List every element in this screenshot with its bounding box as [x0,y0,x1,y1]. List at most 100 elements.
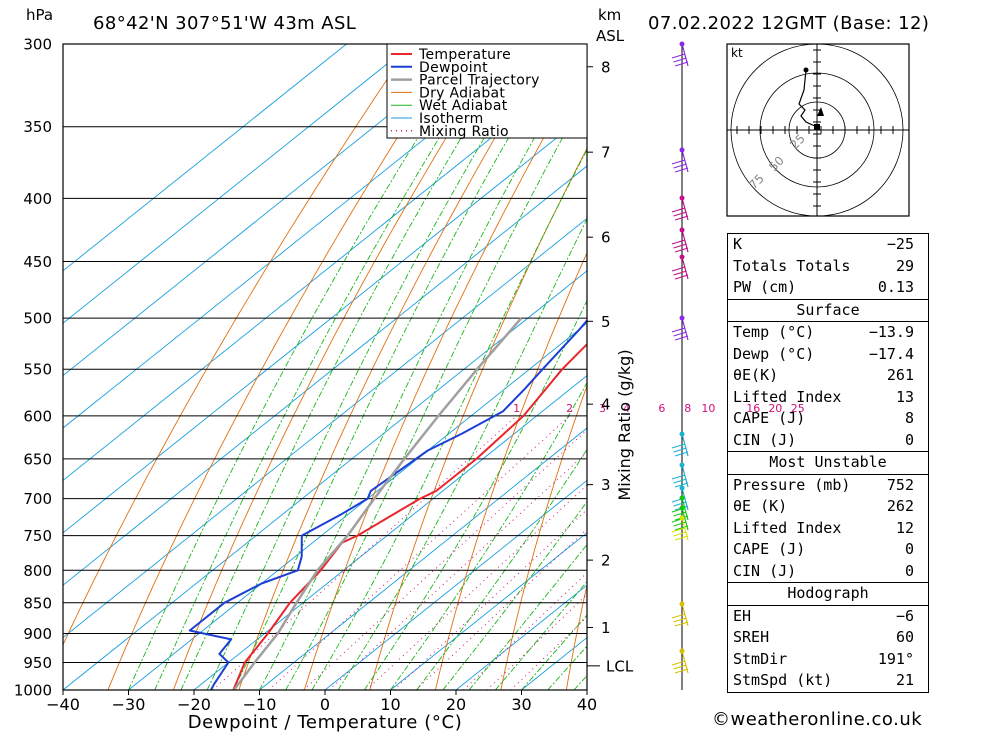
hodograph-stat-value: 21 [895,671,914,689]
wind-barb-feather [673,447,687,453]
most-unstable-row: Lifted Index 12 [728,518,928,540]
hodograph-origin-marker [814,124,820,130]
mixing-ratio-label: 4 [623,402,630,415]
most-unstable-value: 0 [904,561,914,580]
wind-barb-feather [673,163,687,169]
surface-label: Lifted Index [733,387,842,406]
x-axis-label: Dewpoint / Temperature (°C) [188,712,463,733]
most-unstable-label: Pressure (mb) [733,475,851,494]
legend-label: Dewpoint [419,60,488,76]
profiles [188,317,587,690]
pressure-tick-label: 350 [23,118,52,136]
surface-row: θE(K) 261 [728,365,928,387]
wet-adiabat-line [363,299,587,690]
hodograph-stat-label: StmSpd (kt) [733,671,833,689]
wind-barb-feather [674,451,689,457]
wet-adiabat-line [311,148,587,690]
mixing-ratio-label: 20 [768,402,782,415]
hodograph-trace [798,69,818,128]
most-unstable-label: θE (K) [733,497,788,515]
most-unstable-row: Pressure (mb) 752 [728,473,928,497]
wind-barb-feather [671,327,686,333]
pressure-tick-label: 650 [23,450,52,468]
hodograph-stat-value: −6 [895,606,914,625]
isotherm-line [63,60,587,481]
asl-unit-label: ASL [596,27,625,45]
wind-barb-feather [671,207,686,213]
wind-barb-feather [674,247,689,253]
surface-label: Dewp (°C) [733,344,815,363]
surface-label: CIN (J) [733,430,797,449]
legend-label: Dry Adiabat [419,85,505,101]
wind-barb-feather [673,57,687,63]
hodograph-stat-row: StmSpd (kt) 21 [728,670,928,692]
mixing-ratio-line [415,528,587,690]
surface-row: Temp (°C) −13.9 [728,321,928,344]
hodograph-stat-value: 60 [895,628,914,646]
x-tick-label: −10 [243,695,277,714]
index-value: −25 [886,235,914,253]
legend-label: Wet Adiabat [419,98,508,114]
most-unstable-row: CIN (J) 0 [728,561,928,583]
surface-value: −17.4 [868,344,914,363]
pressure-tick-label: 400 [23,190,52,208]
most-unstable-row: CAPE (J) 0 [728,539,928,561]
wet-adiabat-line [494,580,587,690]
dry-adiabat-line [958,44,1000,690]
most-unstable-value: 0 [904,540,914,558]
wind-barb-feather [671,474,686,480]
wind-barb-feather [673,664,687,670]
wind-barb-feather [671,613,686,619]
wet-adiabat-line [180,44,519,690]
x-tick-label: −40 [46,695,80,714]
mixing-ratio-label: 25 [791,402,805,415]
wind-barb-feather [671,53,686,59]
wind-barb-feather [673,478,687,484]
km-tick-label: 5 [601,313,611,331]
index-label: K [733,235,743,253]
isotherm-line [63,44,478,377]
index-row: PW (cm) 0.13 [728,277,928,299]
wind-barb-feather [673,331,687,337]
wind-barb-feather [674,621,689,627]
mixing-ratio-label: 10 [701,402,715,415]
pressure-tick-label: 1000 [14,682,52,700]
wind-barb-feather [674,215,689,221]
pressure-tick-label: 550 [23,361,52,379]
wet-adiabat-line [468,543,587,690]
most-unstable-row: θE (K) 262 [728,496,928,518]
x-tick-label: 40 [577,695,597,714]
index-value: 0.13 [877,278,914,296]
wind-barb-feather [673,270,687,276]
isotherm-line [63,217,587,639]
wind-barb-feather [674,668,689,674]
datetime-title: 07.02.2022 12GMT (Base: 12) [648,13,929,34]
pressure-tick-label: 600 [23,407,52,425]
dry-adiabat-line [238,44,551,690]
wind-barb-feather [673,521,687,527]
index-row: Totals Totals 29 [728,256,928,278]
isotherm-line [63,113,587,534]
legend-label: Parcel Trajectory [419,73,540,89]
surface-label: CAPE (J) [733,409,806,427]
km-unit-label: km [598,6,621,24]
wind-barb-feather [674,167,689,173]
dry-adiabat-line [434,251,587,690]
x-tick-label: 0 [320,695,330,714]
wind-barb-feather [673,531,687,537]
km-tick-label: 8 [601,58,611,76]
wind-barb-feather [674,535,689,541]
index-value: 29 [895,256,914,275]
pressure-tick-label: 900 [23,625,52,643]
surface-row: CAPE (J) 8 [728,408,928,430]
hodograph-stat-value: 191° [877,649,914,668]
pressure-tick-label: 300 [23,36,52,54]
wind-barb-feather [671,527,686,533]
parcel-trajectory-line [232,317,523,690]
isotherm-line [63,44,544,429]
pressure-tick-label: 800 [23,562,52,580]
wind-barb-feather [673,501,687,507]
wind-barb-feather [671,443,686,449]
